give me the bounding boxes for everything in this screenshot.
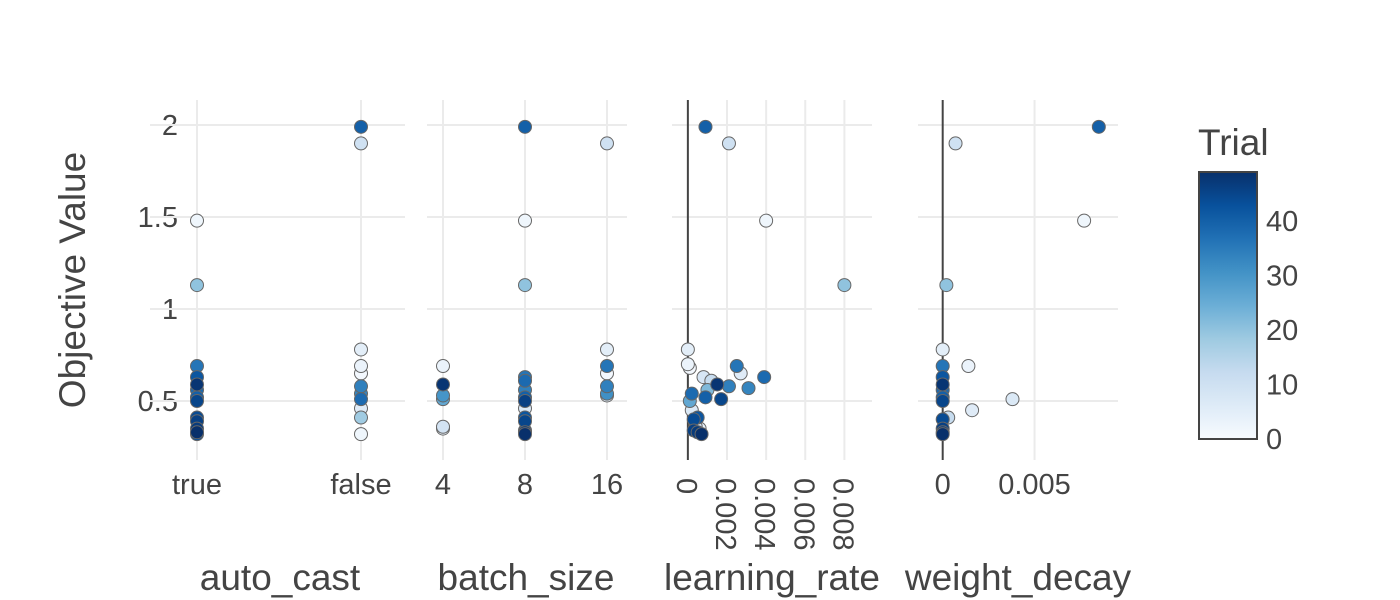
data-point[interactable] — [684, 386, 699, 401]
data-point[interactable] — [518, 278, 532, 293]
data-point[interactable] — [741, 381, 756, 396]
data-point[interactable] — [935, 377, 950, 392]
y-tick-labels: 0.511.52 — [138, 110, 178, 418]
data-point[interactable] — [965, 403, 980, 418]
data-point[interactable] — [714, 392, 729, 407]
data-point[interactable] — [354, 427, 368, 442]
data-point[interactable] — [694, 427, 709, 442]
x-tick-label: 0.002 — [709, 478, 741, 551]
data-point[interactable] — [1091, 119, 1106, 134]
x-tick-label: 16 — [591, 469, 623, 501]
data-point[interactable] — [518, 213, 532, 228]
colorbar-tick-labels: 0 10 20 30 40 — [1266, 206, 1298, 456]
data-point[interactable] — [436, 377, 450, 392]
panel-weight_decay: 0 0.005 weight_decay — [904, 100, 1132, 598]
data-point[interactable] — [939, 278, 954, 293]
colorbar-tick-label: 40 — [1266, 206, 1298, 238]
colorbar-tick-label: 20 — [1266, 315, 1298, 347]
data-point[interactable] — [600, 359, 614, 374]
data-point[interactable] — [600, 342, 614, 357]
data-point[interactable] — [600, 379, 614, 394]
y-axis-title: Objective Value — [52, 152, 93, 408]
data-point[interactable] — [190, 377, 204, 392]
data-point[interactable] — [190, 394, 204, 408]
data-point[interactable] — [354, 342, 368, 357]
data-point[interactable] — [698, 390, 713, 405]
data-point[interactable] — [190, 213, 204, 228]
x-tick-label: 0.008 — [826, 478, 858, 551]
data-point[interactable] — [757, 370, 772, 385]
colorbar-gradient — [1198, 171, 1258, 440]
x-axis-title: auto_cast — [200, 557, 361, 598]
data-point[interactable] — [518, 119, 532, 134]
data-point[interactable] — [354, 119, 368, 134]
data-point[interactable] — [935, 394, 950, 408]
data-point[interactable] — [935, 342, 950, 357]
data-point[interactable] — [436, 359, 450, 374]
data-point[interactable] — [729, 359, 744, 374]
colorbar-tick-label: 30 — [1266, 261, 1298, 293]
data-point[interactable] — [518, 373, 532, 388]
data-point[interactable] — [1005, 392, 1020, 407]
x-tick-label: 0 — [935, 469, 951, 501]
data-point[interactable] — [680, 357, 695, 372]
data-point[interactable] — [190, 425, 204, 440]
data-point[interactable] — [721, 136, 736, 151]
x-tick-label: 0 — [670, 478, 702, 494]
data-point[interactable] — [698, 119, 713, 134]
x-tick-label: false — [330, 469, 391, 501]
data-point[interactable] — [436, 419, 450, 434]
data-point[interactable] — [354, 392, 368, 407]
data-point[interactable] — [354, 379, 368, 394]
data-point[interactable] — [354, 136, 368, 151]
data-point[interactable] — [680, 342, 695, 357]
data-point[interactable] — [961, 359, 976, 374]
x-tick-label: 4 — [435, 469, 451, 501]
x-tick-label: 8 — [517, 469, 533, 501]
data-point[interactable] — [190, 278, 204, 293]
data-point[interactable] — [354, 410, 368, 425]
data-point[interactable] — [948, 136, 963, 151]
data-point[interactable] — [710, 377, 725, 392]
data-point[interactable] — [600, 136, 614, 151]
x-tick-label: 0.005 — [998, 469, 1071, 501]
colorbar-title: Trial — [1198, 122, 1269, 163]
panel-auto_cast: true false auto_cast — [150, 100, 405, 598]
x-tick-label: 0.006 — [787, 478, 819, 551]
data-point[interactable] — [721, 379, 736, 394]
data-point[interactable] — [837, 278, 852, 293]
data-point[interactable] — [759, 213, 774, 228]
x-axis-title: batch_size — [438, 557, 615, 598]
x-axis-title: weight_decay — [904, 557, 1132, 598]
panel-batch_size: 4 8 16 batch_size — [427, 100, 627, 598]
colorbar-tick-label: 0 — [1266, 424, 1282, 456]
x-axis-title: learning_rate — [664, 557, 880, 598]
x-tick-label: true — [172, 469, 222, 501]
data-point[interactable] — [935, 427, 950, 442]
data-point[interactable] — [518, 394, 532, 408]
colorbar: Trial 0 10 20 30 40 — [1198, 122, 1298, 456]
colorbar-tick-label: 10 — [1266, 370, 1298, 402]
data-point[interactable] — [518, 427, 532, 442]
panel-learning_rate: 0 0.002 0.004 0.006 0.008 learning_rate — [664, 100, 880, 598]
x-tick-label: 0.004 — [748, 478, 780, 551]
data-point[interactable] — [1077, 213, 1092, 228]
data-point[interactable] — [354, 359, 368, 374]
